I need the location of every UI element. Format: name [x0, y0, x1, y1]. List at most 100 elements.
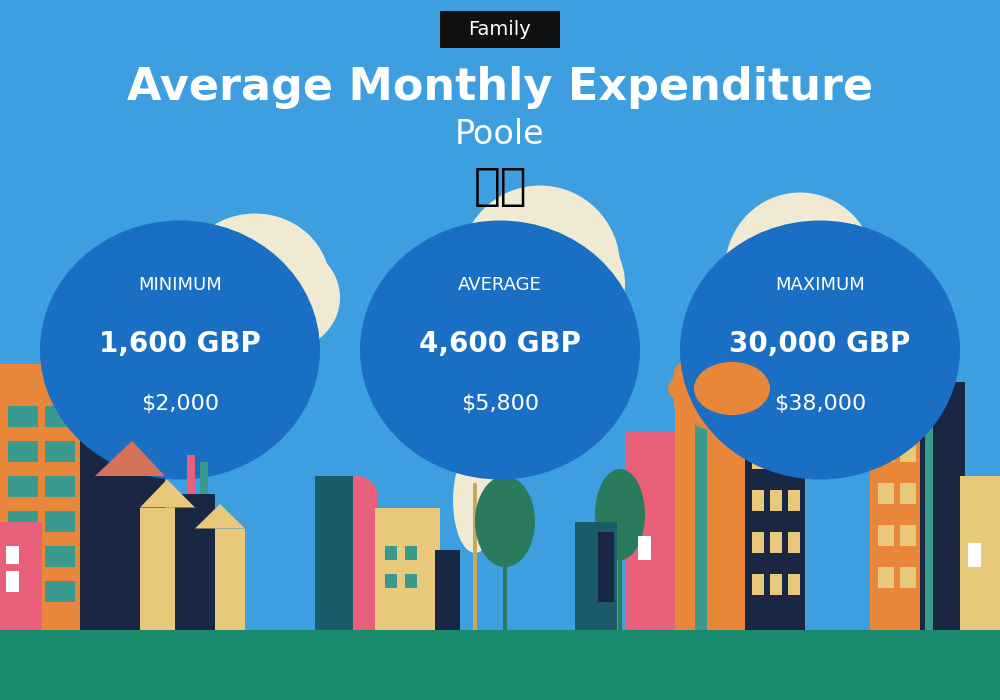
Bar: [675, 378, 750, 630]
Text: AVERAGE: AVERAGE: [458, 276, 542, 294]
Ellipse shape: [119, 358, 175, 398]
Polygon shape: [195, 504, 245, 528]
Bar: [80, 406, 135, 630]
Bar: [878, 483, 894, 504]
Bar: [0, 630, 1000, 700]
Bar: [770, 574, 782, 595]
Ellipse shape: [689, 348, 733, 379]
Ellipse shape: [731, 398, 775, 429]
Ellipse shape: [138, 395, 178, 444]
Text: 4,600 GBP: 4,600 GBP: [419, 330, 581, 358]
Text: $5,800: $5,800: [461, 394, 539, 414]
Text: Average Monthly Expenditure: Average Monthly Expenditure: [127, 66, 873, 109]
Ellipse shape: [689, 398, 733, 429]
Bar: [770, 448, 782, 469]
Bar: [8, 581, 38, 602]
Bar: [45, 581, 75, 602]
Bar: [900, 483, 916, 504]
Ellipse shape: [170, 241, 280, 354]
Ellipse shape: [180, 214, 330, 354]
Ellipse shape: [455, 224, 565, 343]
Bar: [625, 430, 680, 630]
Bar: [195, 528, 245, 630]
Ellipse shape: [680, 220, 960, 480]
Ellipse shape: [120, 382, 170, 438]
Bar: [695, 378, 707, 630]
Ellipse shape: [73, 365, 129, 404]
Ellipse shape: [335, 476, 377, 511]
Text: 30,000 GBP: 30,000 GBP: [729, 330, 911, 358]
Bar: [878, 441, 894, 462]
Bar: [752, 574, 764, 595]
Ellipse shape: [107, 356, 163, 395]
Bar: [187, 455, 195, 493]
Ellipse shape: [475, 476, 535, 567]
Polygon shape: [95, 441, 165, 476]
Bar: [473, 483, 477, 630]
Bar: [8, 511, 38, 532]
Ellipse shape: [752, 373, 796, 404]
Bar: [8, 406, 38, 427]
Bar: [968, 542, 981, 567]
Bar: [638, 536, 651, 560]
Bar: [200, 462, 208, 493]
Bar: [385, 546, 397, 560]
Ellipse shape: [453, 448, 497, 553]
Ellipse shape: [775, 224, 885, 343]
Ellipse shape: [81, 358, 137, 398]
Bar: [575, 522, 617, 630]
Bar: [770, 406, 782, 427]
Polygon shape: [140, 480, 195, 508]
Bar: [6, 546, 19, 564]
Bar: [900, 441, 916, 462]
Ellipse shape: [674, 388, 718, 419]
Bar: [752, 406, 764, 427]
Bar: [375, 508, 440, 630]
Ellipse shape: [127, 365, 183, 404]
Bar: [6, 570, 19, 592]
Bar: [95, 476, 165, 630]
Bar: [752, 448, 764, 469]
Bar: [435, 550, 460, 630]
Text: $2,000: $2,000: [141, 394, 219, 414]
Text: MAXIMUM: MAXIMUM: [775, 276, 865, 294]
Bar: [598, 532, 614, 602]
Ellipse shape: [725, 193, 875, 346]
Bar: [45, 511, 75, 532]
Bar: [788, 532, 800, 553]
Text: 🇬🇧: 🇬🇧: [473, 164, 527, 208]
Bar: [900, 525, 916, 546]
FancyBboxPatch shape: [440, 11, 560, 48]
Ellipse shape: [674, 358, 718, 389]
Ellipse shape: [93, 356, 149, 395]
Text: Family: Family: [469, 20, 531, 39]
Bar: [45, 476, 75, 497]
Ellipse shape: [360, 220, 640, 480]
Bar: [878, 525, 894, 546]
Bar: [335, 494, 377, 630]
Ellipse shape: [710, 344, 754, 374]
Bar: [900, 567, 916, 588]
Bar: [45, 406, 75, 427]
Ellipse shape: [710, 402, 754, 433]
Ellipse shape: [731, 348, 775, 379]
Bar: [878, 567, 894, 588]
Bar: [960, 476, 1000, 630]
Bar: [870, 406, 925, 630]
Bar: [752, 490, 764, 511]
Ellipse shape: [460, 186, 620, 346]
Bar: [745, 364, 805, 630]
Bar: [385, 574, 397, 588]
Ellipse shape: [40, 220, 320, 480]
Bar: [8, 546, 38, 567]
Bar: [8, 441, 38, 462]
Text: Poole: Poole: [455, 118, 545, 151]
Ellipse shape: [70, 372, 126, 412]
Bar: [140, 508, 195, 630]
Ellipse shape: [595, 469, 645, 560]
Bar: [45, 441, 75, 462]
Bar: [315, 476, 353, 630]
Bar: [920, 382, 965, 630]
Bar: [405, 574, 417, 588]
Bar: [925, 382, 933, 630]
